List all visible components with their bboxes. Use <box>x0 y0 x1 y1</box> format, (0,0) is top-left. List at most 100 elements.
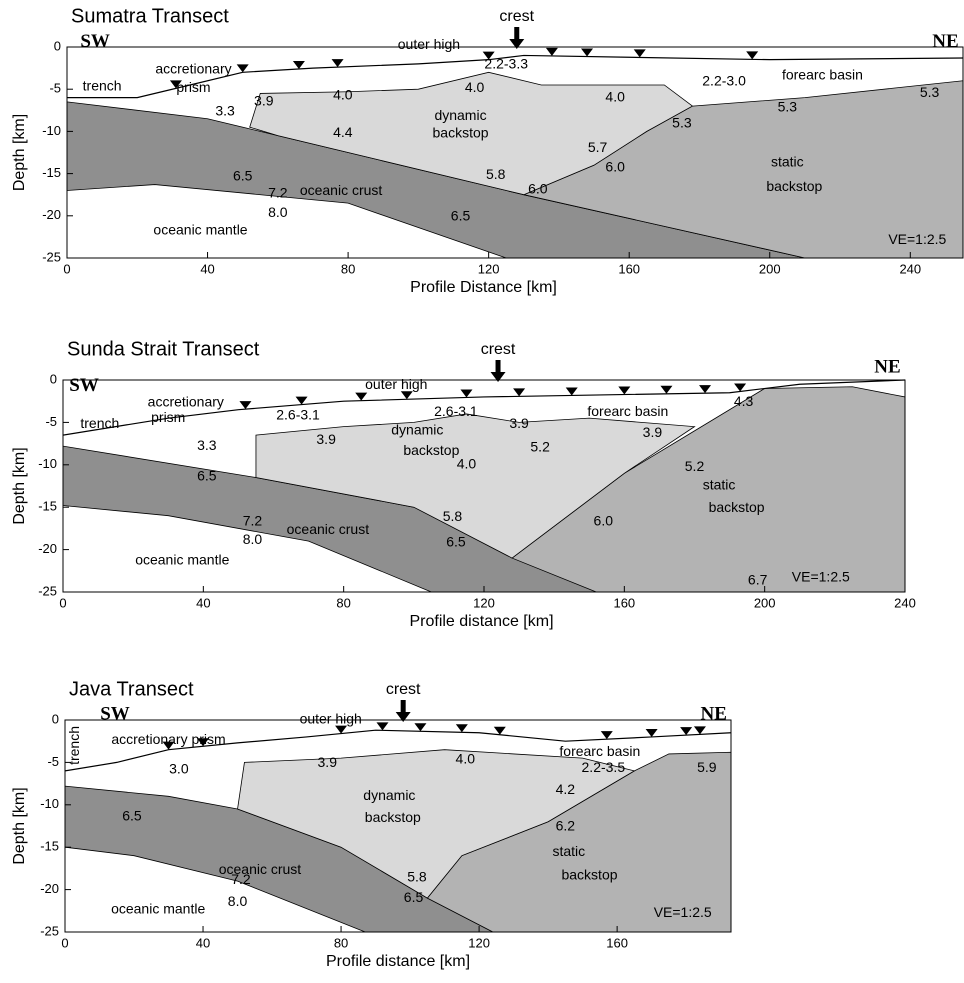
thrust-marker <box>292 60 305 69</box>
chart-title: Sumatra Transect <box>71 5 229 27</box>
annotation: prism <box>151 409 185 425</box>
y-tick-label: -20 <box>40 881 59 896</box>
thrust-marker <box>660 385 673 394</box>
x-tick-label: 80 <box>341 261 355 276</box>
layer <box>67 101 805 258</box>
y-axis-label: Depth [km] <box>11 447 28 524</box>
annotation: 6.7 <box>748 572 768 588</box>
x-tick-label: 120 <box>478 261 500 276</box>
annotation: 5.2 <box>530 439 550 455</box>
annotation: oceanic mantle <box>153 222 247 238</box>
annotation: NE <box>701 703 727 724</box>
thrust-marker <box>746 51 759 60</box>
annotation: 4.0 <box>465 79 485 95</box>
annotation: 8.0 <box>243 531 263 547</box>
seafloor <box>65 729 731 772</box>
annotation: NE <box>932 31 958 52</box>
annotation: 6.0 <box>594 512 614 528</box>
annotation: 5.7 <box>588 139 608 155</box>
annotation: outer high <box>300 711 362 727</box>
annotation: forearc basin <box>782 66 863 82</box>
annotation: backstop <box>561 867 617 883</box>
annotation: 5.9 <box>697 759 717 775</box>
annotation: 4.2 <box>556 781 576 797</box>
annotation: 4.0 <box>333 87 353 103</box>
annotation: 6.5 <box>233 168 253 184</box>
thrust-marker <box>618 386 631 395</box>
layer <box>255 413 696 559</box>
x-axis-label: Profile Distance [km] <box>410 279 557 296</box>
chart-title: Java Transect <box>69 678 194 700</box>
thrust-marker <box>162 741 175 750</box>
y-tick-label: -25 <box>42 249 61 264</box>
thrust-marker <box>645 728 658 737</box>
annotation: 4.0 <box>457 456 477 472</box>
annotation: 6.0 <box>605 158 625 174</box>
annotation: 3.9 <box>643 424 663 440</box>
annotation: forearc basin <box>587 403 668 419</box>
annotation: backstop <box>709 499 765 515</box>
thrust-marker <box>693 726 706 735</box>
thrust-marker <box>482 51 495 60</box>
x-tick-label: 40 <box>196 935 210 950</box>
layer <box>237 749 636 899</box>
annotation: 6.5 <box>404 889 424 905</box>
thrust-marker <box>680 727 693 736</box>
annotation: 3.9 <box>316 431 336 447</box>
x-tick-label: 160 <box>606 935 628 950</box>
x-tick-label: 0 <box>61 935 68 950</box>
y-tick-label: -5 <box>49 81 61 96</box>
annotation: dynamic <box>363 787 415 803</box>
x-axis-label: Profile distance [km] <box>326 953 470 970</box>
thrust-marker <box>565 387 578 396</box>
annotation: 3.9 <box>509 415 529 431</box>
thrust-marker <box>545 47 558 56</box>
annotation: 4.3 <box>734 393 754 409</box>
plot <box>67 54 963 258</box>
thrust-marker <box>400 391 413 400</box>
annotation: dynamic <box>391 422 443 438</box>
thrust-marker <box>699 385 712 394</box>
annotation: 6.5 <box>197 467 217 483</box>
annotation: 5.3 <box>920 84 940 100</box>
annotation: 6.5 <box>122 807 142 823</box>
y-tick-label: 0 <box>54 38 61 53</box>
annotation: SW <box>80 31 110 52</box>
y-tick-label: -10 <box>40 796 59 811</box>
thrust-marker <box>295 396 308 405</box>
x-tick-label: 200 <box>754 595 776 610</box>
crest-arrow <box>395 700 411 722</box>
thrust-marker <box>414 723 427 732</box>
layer <box>511 386 905 592</box>
x-tick-label: 0 <box>59 595 66 610</box>
plot <box>63 379 905 592</box>
thrust-marker <box>734 383 747 392</box>
y-tick-label: -25 <box>38 583 57 598</box>
annotation: accretionary prism <box>111 731 225 747</box>
y-tick-label: -5 <box>47 754 59 769</box>
x-tick-label: 240 <box>899 261 921 276</box>
y-tick-label: -10 <box>38 456 57 471</box>
thrust-marker <box>335 725 348 734</box>
panel: 0 40 80 120 160 0 -5 -10 -15 -20 -25 Java Transect P… <box>11 678 732 970</box>
thrust-marker <box>197 738 210 747</box>
annotation: 7.2 <box>268 185 288 201</box>
x-tick-label: 120 <box>468 935 490 950</box>
x-tick-label: 80 <box>334 935 348 950</box>
annotation: 8.0 <box>268 204 288 220</box>
annotation: 2.2-3.5 <box>582 759 626 775</box>
thrust-marker <box>355 392 368 401</box>
annotation: 6.5 <box>446 534 466 550</box>
x-tick-label: 80 <box>336 595 350 610</box>
annotation: 6.5 <box>451 207 471 223</box>
plot-frame <box>66 46 964 259</box>
annotation: 5.3 <box>672 115 692 131</box>
annotation: backstop <box>766 178 822 194</box>
annotation: backstop <box>403 442 459 458</box>
thrust-marker <box>460 389 473 398</box>
chart-title: Sunda Strait Transect <box>67 338 260 360</box>
x-tick-label: 160 <box>618 261 640 276</box>
thrust-marker <box>236 64 249 73</box>
annotation: 5.2 <box>685 458 705 474</box>
crest-arrow <box>490 360 506 382</box>
